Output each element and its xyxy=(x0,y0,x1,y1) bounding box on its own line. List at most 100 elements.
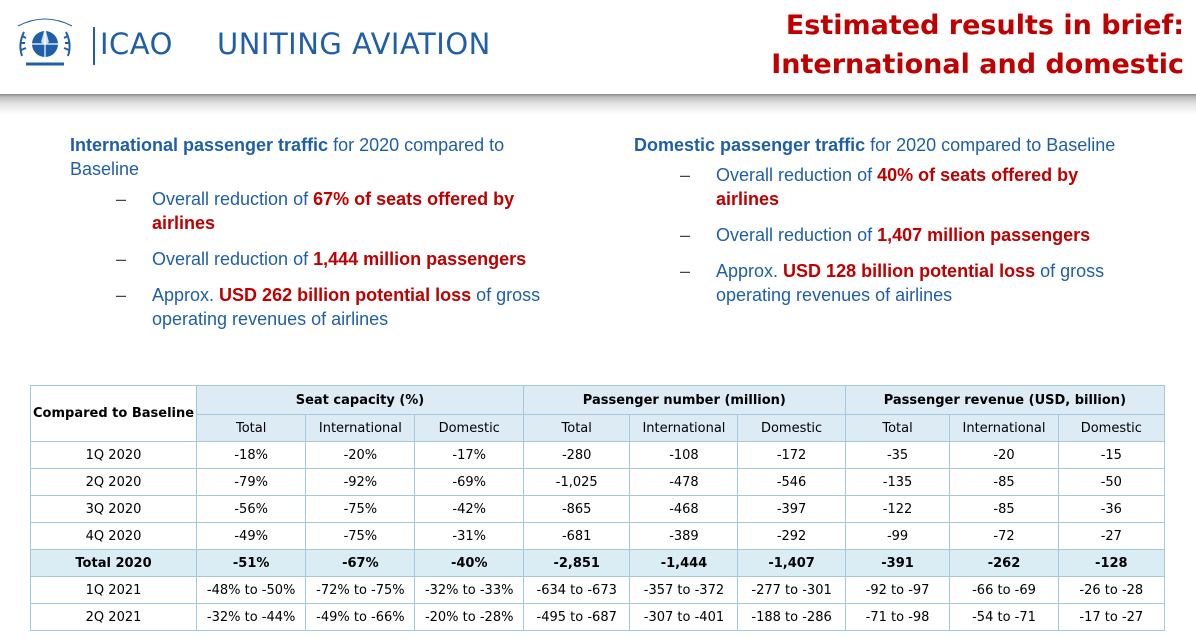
table-cell: -634 to -673 xyxy=(522,576,631,604)
table-cell: -51% xyxy=(196,549,307,577)
slide-title-line-2: International and domestic xyxy=(771,49,1184,80)
table-cell: -26 to -28 xyxy=(1057,576,1166,604)
table-row: 4Q 2020 -49% -75% -31% -681 -389 -292 -99 -72 -27 xyxy=(29,522,1166,550)
table-cell: -292 xyxy=(737,522,846,550)
table-cell: -2,851 xyxy=(522,549,631,577)
list-item: – Overall reduction of 1,407 million pass… xyxy=(680,225,1091,245)
list-item: – Approx. USD 128 billion potential loss … xyxy=(680,261,1105,305)
list-item: – Overall reduction of 1,444 million pass… xyxy=(116,249,527,269)
column-header: Domestic xyxy=(1057,414,1166,442)
row-label: Total 2020 xyxy=(29,549,198,577)
table-cell: -40% xyxy=(414,549,524,577)
table-cell: -32% to -44% xyxy=(196,603,307,631)
table-cell: -35 xyxy=(844,441,951,469)
column-header: International xyxy=(305,414,416,442)
row-label: 2Q 2021 xyxy=(29,603,198,631)
table-cell: -865 xyxy=(522,495,631,523)
table-cell: -32% to -33% xyxy=(414,576,524,604)
table-cell: -27 xyxy=(1057,522,1166,550)
table-cell: -128 xyxy=(1057,549,1166,577)
table-cell: -20% xyxy=(305,441,416,469)
table-cell: -66 to -69 xyxy=(949,576,1059,604)
domestic-summary: Domestic passenger traffic for 2020 comp… xyxy=(634,133,1134,319)
table-cell: -277 to -301 xyxy=(737,576,846,604)
table-cell: -280 xyxy=(522,441,631,469)
column-header: International xyxy=(629,414,739,442)
international-summary: International passenger traffic for 2020… xyxy=(70,133,570,343)
table-cell: -75% xyxy=(305,495,416,523)
table-cell: -135 xyxy=(844,468,951,496)
column-header: Total xyxy=(522,414,631,442)
results-table: Compared to Baseline Seat capacity (%) P… xyxy=(29,385,1166,631)
table-cell: -99 xyxy=(844,522,951,550)
table-cell: -36 xyxy=(1057,495,1166,523)
table-cell: -48% to -50% xyxy=(196,576,307,604)
group-header-seat-capacity: Seat capacity (%) xyxy=(196,385,524,415)
domestic-bullets: – Overall reduction of 40% of seats offer… xyxy=(634,163,1134,307)
list-item: – Approx. USD 262 billion potential loss … xyxy=(116,285,541,329)
domestic-heading: Domestic passenger traffic for 2020 comp… xyxy=(634,135,1116,155)
row-label: 1Q 2020 xyxy=(29,441,198,469)
logo-separator xyxy=(93,27,95,65)
international-bullets: – Overall reduction of 67% of seats offer… xyxy=(70,187,570,331)
row-label: 2Q 2020 xyxy=(29,468,198,496)
table-cell: -1,025 xyxy=(522,468,631,496)
table-cell: -122 xyxy=(844,495,951,523)
table-cell: -85 xyxy=(949,468,1059,496)
table-row: 3Q 2020 -56% -75% -42% -865 -468 -397 -122 -85 -3… xyxy=(29,495,1166,523)
table-cell: -20 xyxy=(949,441,1059,469)
table-row: 2Q 2020 -79% -92% -69% -1,025 -478 -546 -135 -85… xyxy=(29,468,1166,496)
table-cell: -15 xyxy=(1057,441,1166,469)
table-row-total: Total 2020 -51% -67% -40% -2,851 -1,444 -1,407… xyxy=(29,549,1166,577)
column-header: Domestic xyxy=(737,414,846,442)
table-cell: -92 to -97 xyxy=(844,576,951,604)
header-shadow-band xyxy=(0,94,1196,114)
logo-icao-text: ICAO xyxy=(100,27,173,61)
table-cell: -92% xyxy=(305,468,416,496)
group-header-passenger-number: Passenger number (million) xyxy=(522,385,846,415)
column-header: International xyxy=(949,414,1059,442)
icao-emblem xyxy=(17,18,73,66)
table-cell: -1,407 xyxy=(737,549,846,577)
table-cell: -69% xyxy=(414,468,524,496)
table-cell: -389 xyxy=(629,522,739,550)
international-heading: International passenger traffic for 2020… xyxy=(70,135,505,179)
table-cell: -71 to -98 xyxy=(844,603,951,631)
table-cell: -468 xyxy=(629,495,739,523)
table-cell: -681 xyxy=(522,522,631,550)
table-cell: -397 xyxy=(737,495,846,523)
table-cell: -1,444 xyxy=(629,549,739,577)
column-header: Total xyxy=(844,414,951,442)
table-cell: -72% to -75% xyxy=(305,576,416,604)
table-cell: -188 to -286 xyxy=(737,603,846,631)
slide-title: Estimated results in brief: Internationa… xyxy=(771,6,1184,84)
table-row: 1Q 2021 -48% to -50% -72% to -75% -32% to -… xyxy=(29,576,1166,604)
table-cell: -20% to -28% xyxy=(414,603,524,631)
table-cell: -17% xyxy=(414,441,524,469)
table-cell: -54 to -71 xyxy=(949,603,1059,631)
logo-wordmark: ICAO UNITING AVIATION xyxy=(100,27,491,61)
table-cell: -262 xyxy=(949,549,1059,577)
table-cell: -357 to -372 xyxy=(629,576,739,604)
table-cell: -108 xyxy=(629,441,739,469)
column-header: Domestic xyxy=(414,414,524,442)
table-row: 1Q 2020 -18% -20% -17% -280 -108 -172 -35 -20 -15 xyxy=(29,441,1166,469)
table-cell: -17 to -27 xyxy=(1057,603,1166,631)
table-cell: -546 xyxy=(737,468,846,496)
table-cell: -85 xyxy=(949,495,1059,523)
row-label: 3Q 2020 xyxy=(29,495,198,523)
logo-tagline: UNITING AVIATION xyxy=(216,27,491,61)
table-cell: -478 xyxy=(629,468,739,496)
table-row: 2Q 2021 -32% to -44% -49% to -66% -20% to -… xyxy=(29,603,1166,631)
column-header: Total xyxy=(196,414,307,442)
table-corner-header: Compared to Baseline xyxy=(29,385,198,442)
table-cell: -42% xyxy=(414,495,524,523)
table-cell: -67% xyxy=(305,549,416,577)
table-cell: -56% xyxy=(196,495,307,523)
table-cell: -49% xyxy=(196,522,307,550)
table-cell: -307 to -401 xyxy=(629,603,739,631)
table-cell: -18% xyxy=(196,441,307,469)
table-cell: -50 xyxy=(1057,468,1166,496)
group-header-passenger-revenue: Passenger revenue (USD, billion) xyxy=(844,385,1166,415)
row-label: 4Q 2020 xyxy=(29,522,198,550)
